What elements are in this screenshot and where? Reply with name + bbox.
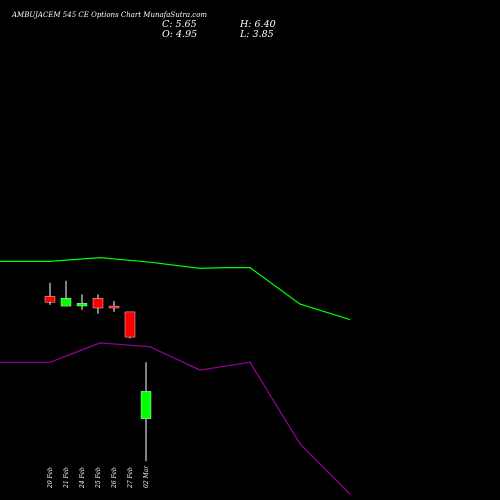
- candle-body: [108, 305, 120, 309]
- x-tick-label: 26 Feb: [111, 467, 118, 489]
- open-value: O: 4.95: [162, 29, 198, 40]
- low-value: L: 3.85: [240, 29, 274, 40]
- candles-layer: [44, 280, 152, 462]
- chart-title: AMBUJACEM 545 CE Options Chart MunafaSut…: [12, 11, 208, 19]
- x-tick-label: 21 Feb: [63, 467, 70, 489]
- x-tick-label: 02 Mar: [143, 465, 150, 488]
- candle-body: [44, 296, 56, 303]
- x-tick-label: 24 Feb: [79, 467, 86, 489]
- bands-layer: [0, 256, 351, 495]
- x-tick-label: 20 Feb: [47, 467, 54, 489]
- candle-body: [140, 391, 152, 419]
- x-axis: 20 Feb 21 Feb 24 Feb 25 Feb 26 Feb 27 Feb 02 M…: [47, 465, 150, 489]
- candle-body: [76, 303, 88, 307]
- x-tick-label: 25 Feb: [95, 467, 102, 489]
- close-value: C: 5.65: [162, 19, 197, 30]
- candle-body: [60, 298, 72, 307]
- x-tick-label: 27 Feb: [127, 467, 134, 489]
- high-value: H: 6.40: [240, 19, 276, 30]
- candle-body: [92, 298, 104, 309]
- candle-body: [124, 311, 136, 338]
- upper-band-line: [0, 256, 351, 321]
- lower-band-line: [0, 342, 351, 495]
